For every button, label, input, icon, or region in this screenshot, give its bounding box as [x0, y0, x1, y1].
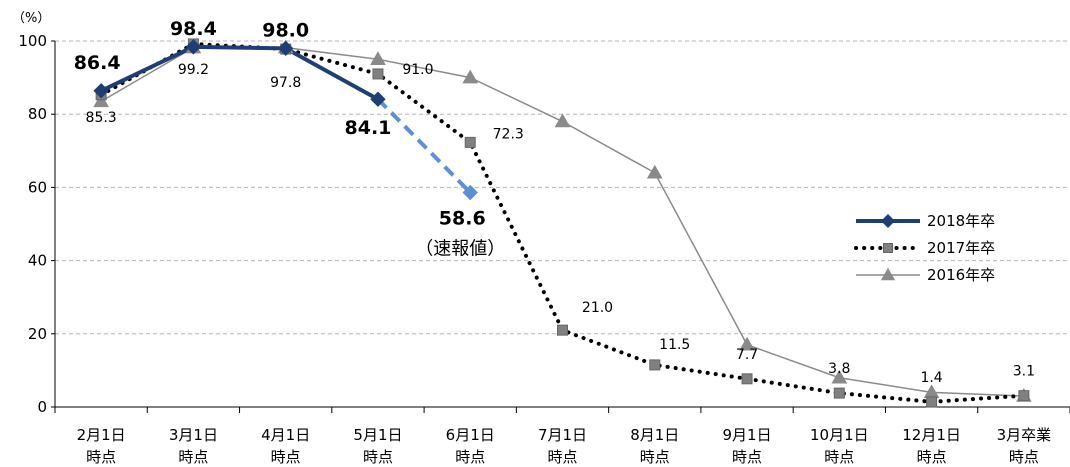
- data-label: 7.7: [736, 347, 758, 363]
- legend-marker: [880, 267, 896, 281]
- legend-marker: [880, 213, 896, 229]
- data-label: 84.1: [345, 117, 392, 139]
- y-tick-label: 20: [28, 325, 47, 343]
- preliminary-note: （速報値）: [415, 239, 505, 260]
- y-tick-label: 80: [28, 105, 47, 123]
- axes: [51, 40, 1070, 413]
- data-label: 98.0: [262, 19, 309, 41]
- y-tick-label: 0: [37, 398, 47, 416]
- x-tick-label: 8月1日時点: [630, 426, 679, 466]
- y-axis-ticks: 0 20 40 60 80 100: [18, 32, 47, 416]
- legend: 2018年卒 2017年卒 2016年卒: [854, 212, 995, 284]
- legend-label: 2016年卒: [927, 266, 995, 284]
- data-point: [833, 387, 845, 399]
- x-axis-ticks: 2月1日時点 3月1日時点 4月1日時点 5月1日時点 6月1日時点 7月1日時点 8月1日…: [77, 426, 1052, 466]
- data-label: 58.6: [439, 208, 486, 230]
- data-label: 97.8: [270, 75, 301, 91]
- data-label: 91.0: [402, 62, 433, 78]
- data-labels: 86.4 98.4 98.0 84.1 58.6 （速報値） 85.3 99.2 97.8 91.…: [74, 18, 1035, 386]
- data-label: 3.1: [1013, 364, 1035, 380]
- y-tick-label: 60: [28, 178, 47, 196]
- x-tick-label: 5月1日時点: [353, 426, 402, 466]
- data-point: [557, 324, 568, 336]
- data-point: [277, 40, 294, 57]
- legend-label: 2018年卒: [927, 212, 995, 230]
- data-label: 1.4: [920, 370, 942, 386]
- data-label: 85.3: [86, 110, 117, 126]
- data-label: 3.8: [828, 361, 850, 377]
- x-tick-label: 6月1日時点: [446, 426, 495, 466]
- data-label: 21.0: [582, 300, 613, 316]
- data-point: [93, 93, 109, 108]
- data-point: [1018, 390, 1030, 402]
- series-markers: [93, 38, 1032, 408]
- series-line-0: [100, 44, 379, 101]
- y-tick-label: 40: [28, 252, 47, 270]
- data-point: [185, 39, 202, 55]
- data-point: [649, 359, 661, 371]
- data-point: [741, 373, 753, 385]
- y-axis-unit: （%）: [12, 11, 50, 26]
- data-point: [554, 113, 571, 128]
- x-tick-label: 12月1日時点: [902, 426, 961, 466]
- data-point: [370, 51, 386, 66]
- data-point: [646, 164, 663, 179]
- x-tick-label: 2月1日時点: [77, 426, 126, 466]
- data-label: 98.4: [170, 18, 217, 40]
- data-point: [739, 336, 755, 351]
- data-point: [462, 184, 478, 201]
- x-tick-label: 4月1日時点: [261, 426, 310, 466]
- data-label: 86.4: [74, 52, 121, 74]
- x-tick-label: 7月1日時点: [538, 426, 587, 466]
- grid-lines: [55, 40, 1070, 335]
- data-point: [370, 91, 386, 107]
- x-tick-label: 3月卒業時点: [997, 426, 1052, 466]
- data-point: [462, 69, 479, 84]
- data-label: 72.3: [493, 126, 524, 142]
- x-tick-label: 3月1日時点: [169, 426, 218, 466]
- data-point: [372, 68, 384, 80]
- y-tick-label: 100: [18, 32, 47, 50]
- legend-label: 2017年卒: [927, 239, 995, 257]
- data-point: [464, 136, 476, 148]
- data-point: [93, 83, 109, 99]
- series-line-1: [376, 97, 472, 194]
- data-label: 11.5: [659, 337, 690, 353]
- x-tick-label: 10月1日時点: [810, 426, 869, 466]
- data-point: [926, 396, 938, 408]
- data-point: [831, 369, 848, 384]
- x-tick-label: 9月1日時点: [722, 426, 771, 466]
- legend-marker: [883, 243, 893, 253]
- data-label: 99.2: [178, 62, 209, 78]
